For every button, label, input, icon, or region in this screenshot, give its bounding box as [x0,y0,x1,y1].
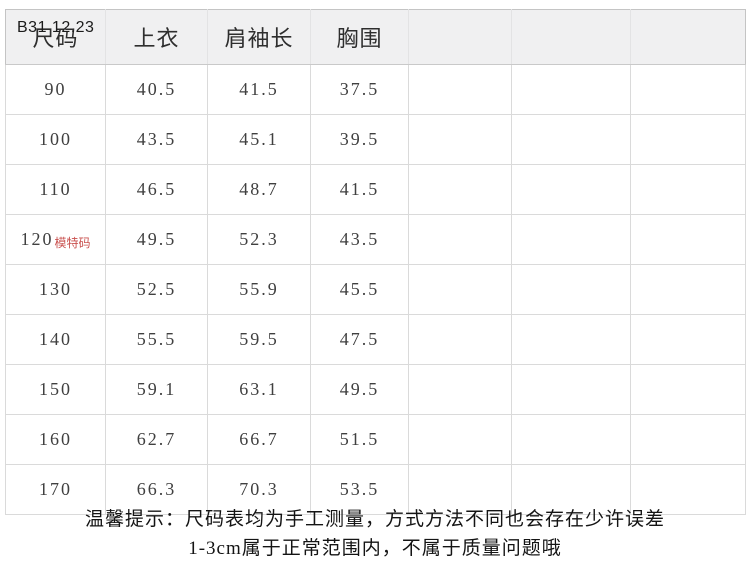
shoulder-sleeve-cell: 63.1 [207,364,311,415]
header-row: 尺码 上衣 肩袖长 胸围 [5,9,746,65]
header-empty-3 [630,9,746,65]
top-cell: 55.5 [105,314,208,365]
empty-cell [511,214,631,265]
top-cell: 52.5 [105,264,208,315]
empty-cell [511,364,631,415]
chest-cell: 49.5 [310,364,409,415]
chest-cell: 41.5 [310,164,409,215]
empty-cell [630,314,746,365]
empty-cell [511,64,631,115]
shoulder-sleeve-cell: 66.7 [207,414,311,465]
table-row: 110 46.5 48.7 41.5 [5,164,746,215]
top-cell: 40.5 [105,64,208,115]
empty-cell [630,264,746,315]
header-size: 尺码 [5,9,106,65]
size-chart-table: 尺码 上衣 肩袖长 胸围 90 40.5 41.5 37.5 100 4 [5,9,746,515]
empty-cell [630,164,746,215]
size-cell: 170 [5,464,106,515]
warm-tip-line-1: 温馨提示：尺码表均为手工测量，方式方法不同也会存在少许误差 [84,509,665,530]
size-value: 120 [20,229,54,249]
empty-cell [408,314,512,365]
warm-tip-line-2: 1-3cm属于正常范围内，不属于质量问题哦 [188,538,562,559]
shoulder-sleeve-cell: 41.5 [207,64,311,115]
empty-cell [511,264,631,315]
empty-cell [408,264,512,315]
empty-cell [630,214,746,265]
empty-cell [511,414,631,465]
table-row: 150 59.1 63.1 49.5 [5,364,746,415]
header-top: 上衣 [105,9,208,65]
chest-cell: 37.5 [310,64,409,115]
chest-cell: 43.5 [310,214,409,265]
chest-cell: 53.5 [310,464,409,515]
header-empty-1 [408,9,512,65]
table-row: 160 62.7 66.7 51.5 [5,414,746,465]
empty-cell [511,114,631,165]
empty-cell [408,364,512,415]
table-row: 100 43.5 45.1 39.5 [5,114,746,165]
empty-cell [630,114,746,165]
shoulder-sleeve-cell: 55.9 [207,264,311,315]
shoulder-sleeve-cell: 45.1 [207,114,311,165]
empty-cell [408,214,512,265]
table-row-model-size: 120模特码 49.5 52.3 43.5 [5,214,746,265]
chest-cell: 45.5 [310,264,409,315]
size-cell: 90 [5,64,106,115]
table-row: 140 55.5 59.5 47.5 [5,314,746,365]
top-cell: 59.1 [105,364,208,415]
empty-cell [630,464,746,515]
table-row: 170 66.3 70.3 53.5 [5,464,746,515]
empty-cell [408,414,512,465]
warm-tip-note: 温馨提示：尺码表均为手工测量，方式方法不同也会存在少许误差 1-3cm属于正常范… [0,505,750,564]
empty-cell [630,64,746,115]
shoulder-sleeve-cell: 52.3 [207,214,311,265]
empty-cell [408,64,512,115]
size-cell: 150 [5,364,106,415]
shoulder-sleeve-cell: 59.5 [207,314,311,365]
empty-cell [630,414,746,465]
header-chest: 胸围 [310,9,409,65]
empty-cell [630,364,746,415]
top-cell: 66.3 [105,464,208,515]
top-cell: 43.5 [105,114,208,165]
size-cell: 100 [5,114,106,165]
size-cell: 110 [5,164,106,215]
table-row: 90 40.5 41.5 37.5 [5,64,746,115]
size-cell: 130 [5,264,106,315]
chest-cell: 47.5 [310,314,409,365]
empty-cell [511,314,631,365]
header-shoulder-sleeve: 肩袖长 [207,9,311,65]
size-cell: 120模特码 [5,214,106,265]
header-empty-2 [511,9,631,65]
chest-cell: 51.5 [310,414,409,465]
size-cell: 160 [5,414,106,465]
chest-cell: 39.5 [310,114,409,165]
watermark-code: B31 12.23 [17,19,95,36]
top-cell: 62.7 [105,414,208,465]
table-row: 130 52.5 55.9 45.5 [5,264,746,315]
size-cell: 140 [5,314,106,365]
empty-cell [408,114,512,165]
model-size-label: 模特码 [54,236,91,250]
top-cell: 46.5 [105,164,208,215]
empty-cell [408,164,512,215]
top-cell: 49.5 [105,214,208,265]
shoulder-sleeve-cell: 48.7 [207,164,311,215]
empty-cell [511,164,631,215]
